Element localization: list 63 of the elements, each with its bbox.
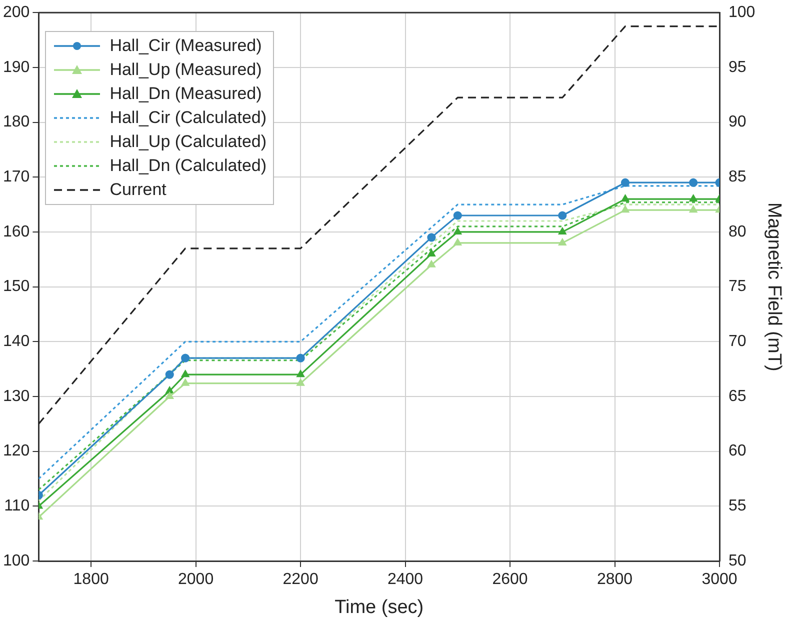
point bbox=[558, 211, 567, 220]
y2-axis-title: Magnetic Field (mT) bbox=[763, 202, 784, 372]
y2-tick-label: 50 bbox=[728, 552, 746, 570]
point bbox=[296, 379, 304, 386]
x-tick-label: 1800 bbox=[73, 571, 109, 588]
point bbox=[454, 228, 462, 235]
y-tick-label: 180 bbox=[2, 114, 30, 131]
legend-label: Hall_Cir (Measured) bbox=[110, 36, 262, 56]
point bbox=[428, 260, 436, 268]
point bbox=[428, 250, 436, 256]
y2-tick-label: 65 bbox=[728, 388, 746, 405]
legend-label: Hall_Dn (Calculated) bbox=[110, 156, 267, 176]
point bbox=[454, 238, 462, 246]
point bbox=[165, 370, 174, 379]
y-tick-label: 120 bbox=[2, 442, 30, 460]
x-tick-label: 2000 bbox=[178, 571, 214, 588]
line-series bbox=[38, 26, 720, 425]
y2-tick-label: 85 bbox=[728, 168, 746, 186]
x-axis-title: Time (sec) bbox=[334, 596, 424, 618]
x-tick-label: 3000 bbox=[702, 571, 738, 588]
y2-tick-label: 55 bbox=[728, 498, 746, 515]
point bbox=[558, 238, 566, 246]
x-tick-label: 2800 bbox=[596, 571, 633, 588]
point bbox=[427, 233, 436, 242]
x-tick-label: 2200 bbox=[282, 571, 318, 588]
legend-label: Hall_Cir (Calculated) bbox=[110, 108, 267, 128]
y2-tick-label: 90 bbox=[728, 114, 746, 131]
y-tick-label: 110 bbox=[4, 498, 30, 515]
y-tick-label: 160 bbox=[2, 223, 30, 240]
y-tick-label: 130 bbox=[2, 388, 30, 405]
y2-tick-label: 70 bbox=[728, 333, 746, 350]
point bbox=[296, 370, 304, 378]
y2-tick-label: 60 bbox=[728, 442, 746, 460]
y-tick-label: 150 bbox=[2, 278, 30, 296]
x-tick-label: 2400 bbox=[387, 571, 424, 588]
y-tick-label: 190 bbox=[2, 58, 30, 76]
point bbox=[621, 194, 630, 202]
y2-tick-label: 95 bbox=[728, 58, 746, 76]
point bbox=[182, 379, 190, 386]
y-tick-label: 140 bbox=[2, 333, 30, 350]
y2-tick-label: 100 bbox=[728, 4, 756, 22]
point bbox=[182, 370, 190, 378]
y2-tick-label: 80 bbox=[728, 223, 746, 240]
y-tick-label: 100 bbox=[2, 552, 30, 570]
point bbox=[689, 194, 698, 202]
point bbox=[558, 228, 566, 235]
y-tick-label: 170 bbox=[2, 168, 30, 186]
point bbox=[166, 386, 174, 394]
legend-label: Hall_Dn (Measured) bbox=[110, 84, 262, 104]
point bbox=[181, 354, 190, 362]
point bbox=[296, 354, 305, 362]
point bbox=[166, 392, 174, 400]
x-tick-label: 2600 bbox=[492, 571, 528, 588]
y-tick-label: 200 bbox=[2, 4, 30, 22]
legend-label: Current bbox=[110, 180, 166, 200]
point bbox=[689, 178, 698, 187]
point bbox=[621, 206, 630, 213]
legend-label: Hall_Up (Calculated) bbox=[110, 132, 267, 152]
legend-label: Hall_Up (Measured) bbox=[110, 60, 262, 80]
y2-tick-label: 75 bbox=[728, 278, 746, 296]
point bbox=[689, 206, 698, 213]
point bbox=[620, 178, 630, 187]
point bbox=[453, 211, 462, 220]
